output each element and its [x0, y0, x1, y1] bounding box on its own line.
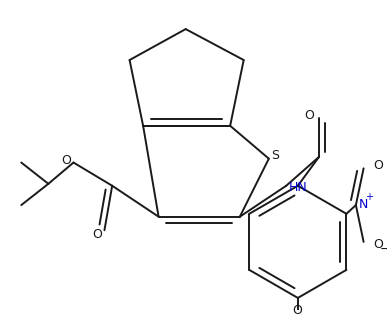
Text: S: S: [271, 149, 279, 162]
Text: −: −: [380, 243, 387, 256]
Text: O: O: [373, 159, 383, 172]
Text: O: O: [61, 154, 71, 167]
Text: O: O: [305, 109, 314, 122]
Text: HN: HN: [289, 181, 308, 194]
Text: +: +: [365, 192, 373, 202]
Text: N: N: [359, 197, 368, 211]
Text: O: O: [92, 227, 102, 241]
Text: O: O: [292, 304, 302, 317]
Text: O: O: [373, 238, 383, 251]
